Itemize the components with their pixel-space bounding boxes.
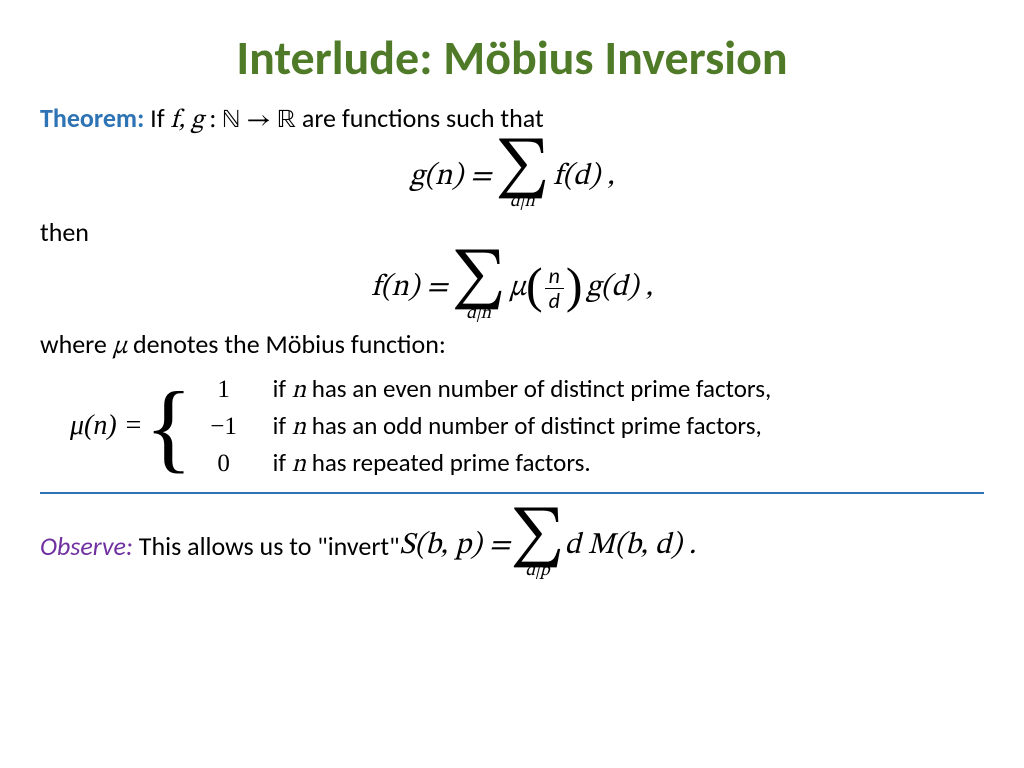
- case-value: 1: [199, 372, 249, 407]
- mu-char: μ: [113, 334, 127, 360]
- natural-numbers: ℕ: [222, 108, 240, 134]
- text: where: [40, 328, 113, 360]
- case-row: 1 if n has an even number of distinct pr…: [199, 371, 772, 408]
- mobius-cases: μ(n) = { 1 if n has an even number of di…: [70, 371, 984, 482]
- math-fg: f, g: [171, 108, 204, 134]
- then-text: then: [40, 215, 984, 250]
- obs-rhs: d M(b, d) .: [565, 527, 697, 565]
- mu-n-equals: μ(n) =: [70, 410, 143, 442]
- sum-symbol: ∑ d|p: [510, 512, 564, 580]
- arrow: →: [240, 108, 277, 134]
- fraction: n d: [545, 265, 564, 312]
- eq-rhs: g(d) ,: [586, 269, 653, 307]
- obs-lhs: S(b, p) =: [400, 527, 511, 565]
- theorem-line: Theorem: If f, g : ℕ → ℝ are functions s…: [40, 101, 984, 139]
- text: This allows us to "invert": [133, 530, 400, 562]
- brace: {: [145, 384, 193, 469]
- where-line: where μ denotes the Möbius function:: [40, 327, 984, 365]
- equation-2: f(n) = ∑ d|n μ ( n d ) g(d) ,: [40, 254, 984, 322]
- eq-lhs: f(n) =: [371, 269, 448, 307]
- observe-line: Observe: This allows us to "invert" S(b,…: [40, 512, 984, 580]
- mu: μ: [509, 269, 526, 307]
- case-value: 0: [199, 446, 249, 481]
- slide-title: Interlude: Möbius Inversion: [40, 28, 984, 87]
- equation-1: g(n) = ∑ d|n f(d) ,: [40, 143, 984, 211]
- observe-label: Observe:: [40, 530, 133, 562]
- divider: [40, 492, 984, 494]
- text: are functions such that: [296, 102, 544, 134]
- sum-symbol: ∑ d|n: [451, 254, 505, 322]
- eq-lhs: g(n) =: [410, 158, 492, 196]
- eq-rhs: f(d) ,: [553, 158, 614, 196]
- case-value: −1: [199, 409, 249, 444]
- sum-symbol: ∑ d|n: [495, 143, 549, 211]
- case-row: 0 if n has repeated prime factors.: [199, 445, 772, 482]
- theorem-label: Theorem:: [40, 102, 144, 134]
- text: denotes the Möbius function:: [127, 328, 446, 360]
- real-numbers: ℝ: [277, 108, 296, 134]
- colon: :: [204, 108, 223, 134]
- case-row: −1 if n has an odd number of distinct pr…: [199, 408, 772, 445]
- text: If: [144, 102, 170, 134]
